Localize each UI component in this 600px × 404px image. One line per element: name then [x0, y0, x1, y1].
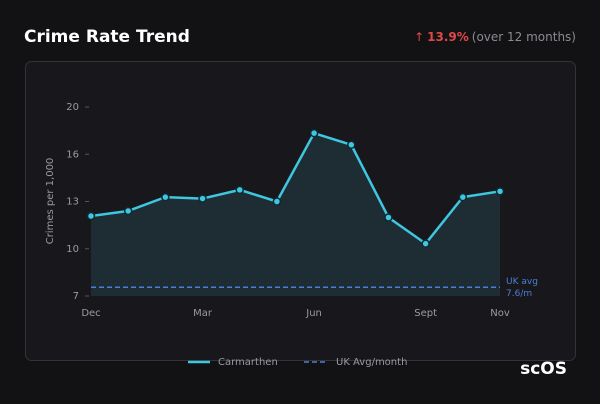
x-tick-label: Jun	[305, 308, 322, 319]
title: Crime Rate Trend	[24, 27, 190, 47]
point	[347, 140, 356, 150]
point	[123, 206, 133, 216]
point	[458, 192, 468, 202]
x-tick-label: Mar	[193, 308, 213, 319]
y-tick-label: 10	[66, 244, 79, 255]
reference-value-label: 7.6/m	[506, 289, 532, 299]
x-tick-label: Dec	[81, 308, 100, 319]
point	[421, 239, 430, 248]
line	[90, 131, 501, 245]
change-summary: ↑ 13.9% (over 12 months)	[414, 30, 576, 44]
y-tick-label: 16	[66, 149, 79, 160]
point	[272, 197, 282, 206]
point	[235, 185, 244, 195]
legend-label: Carmarthen	[218, 357, 278, 368]
point	[309, 128, 319, 138]
card	[25, 61, 576, 361]
x-tick-label: Sept	[414, 308, 437, 319]
plot: 7 10 13 16 20 Dec Mar Jun Sept Nov UK avg 7.6/m Carm…	[66, 102, 538, 368]
x-tick-label: Nov	[490, 308, 510, 319]
point	[495, 187, 505, 196]
y-tick-label: 20	[66, 102, 79, 113]
y-tick-label: 7	[73, 291, 79, 302]
point	[384, 213, 393, 222]
period: (over 12 months)	[472, 30, 576, 44]
point	[161, 192, 170, 202]
point	[198, 194, 207, 203]
watermark: scOS	[520, 359, 567, 379]
y-axis-label: Crimes per 1,000	[45, 158, 56, 245]
point	[86, 211, 96, 221]
reference-label: UK avg	[506, 277, 538, 287]
arrow: ↑	[414, 30, 424, 44]
area	[91, 133, 500, 296]
change: 13.9%	[427, 30, 469, 44]
legend-label: UK Avg/month	[336, 357, 407, 368]
y-tick-label: 13	[66, 197, 79, 208]
